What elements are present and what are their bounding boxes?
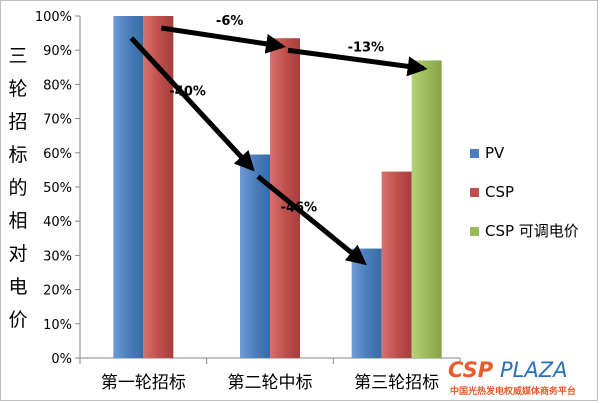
y-tick-label: 10%: [43, 318, 72, 333]
legend-swatch: [470, 149, 479, 158]
annotation-label: -40%: [169, 84, 206, 99]
axes: 0% 10% 20% 30% 40% 50% 60% 70% 80% 90% 100% 第一轮招标 第二…: [35, 10, 461, 393]
watermark-brand-text-2: PLAZA: [500, 358, 567, 382]
y-axis-title: 三轮招标的相对电价: [8, 45, 27, 331]
y-tick-label: 40%: [43, 215, 72, 230]
bar-pv: [240, 154, 270, 358]
legend-label: PV: [485, 144, 505, 162]
y-tick-label: 30%: [43, 249, 72, 264]
trend-arrow: [287, 47, 428, 77]
watermark-logo: CSP PLAZA 中国光热发电权威媒体商务平台: [448, 358, 576, 397]
y-tick-label: 20%: [43, 284, 72, 299]
bar-csp: [143, 16, 174, 358]
watermark-brand-text: CSP: [448, 358, 494, 382]
annotation-label: -46%: [281, 201, 318, 216]
y-tick-label: 0%: [51, 352, 72, 367]
legend-label: CSP: [485, 183, 514, 201]
trend-arrows: -6% -13% -40% -46%: [129, 14, 428, 266]
trend-arrow: [129, 36, 255, 172]
legend: PV CSP CSP 可调电价: [470, 144, 579, 240]
bar-csp: [381, 171, 412, 358]
y-axis-title-text: 三轮招标的相对电价: [8, 45, 27, 331]
trend-arrow: [160, 25, 286, 54]
legend-swatch: [470, 188, 479, 197]
x-tick-label: 第三轮招标: [354, 373, 439, 393]
legend-label: CSP 可调电价: [485, 222, 579, 240]
bar-pv: [351, 248, 382, 358]
y-tick-label: 100%: [35, 10, 72, 25]
y-tick-label: 60%: [43, 147, 72, 162]
watermark-tagline: 中国光热发电权威媒体商务平台: [450, 385, 576, 397]
y-tick-label: 90%: [43, 44, 72, 59]
trend-arrow: [256, 174, 367, 266]
annotation-label: -6%: [216, 14, 243, 29]
x-tick-label: 第二轮中标: [228, 373, 313, 393]
bar-pv: [113, 16, 144, 358]
y-tick-label: 50%: [43, 181, 72, 196]
bars: [113, 16, 442, 359]
legend-swatch: [470, 227, 479, 236]
y-tick-label: 70%: [43, 113, 72, 128]
x-tick-label: 第一轮招标: [101, 373, 186, 393]
y-tick-label: 80%: [43, 78, 72, 93]
bar-csp-可调电价: [411, 60, 442, 359]
annotation-label: -13%: [348, 40, 385, 55]
